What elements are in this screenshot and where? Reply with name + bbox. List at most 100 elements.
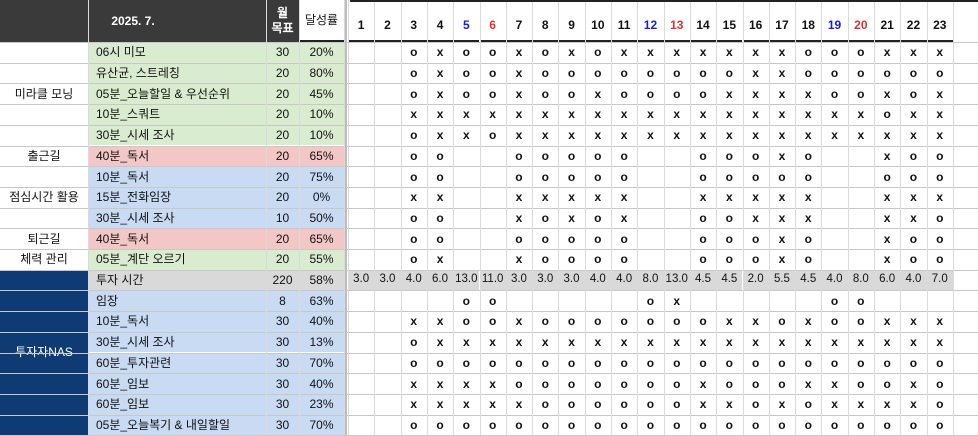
day-mark-cell[interactable]: o <box>611 166 638 187</box>
day-mark-cell[interactable]: o <box>795 62 822 84</box>
day-mark-cell[interactable]: 4.0 <box>821 269 848 291</box>
day-mark-cell[interactable]: o <box>558 352 585 374</box>
day-mark-cell[interactable]: x <box>663 290 690 312</box>
day-mark-cell[interactable]: o <box>400 207 427 229</box>
day-mark-cell[interactable]: 13.0 <box>453 269 480 291</box>
day-mark-cell[interactable]: o <box>611 311 638 332</box>
day-mark-cell[interactable]: x <box>900 207 927 229</box>
day-mark-cell[interactable]: o <box>505 145 533 167</box>
day-mark-cell[interactable]: o <box>532 166 559 187</box>
day-mark-cell[interactable]: x <box>426 124 454 146</box>
day-mark-cell[interactable]: x <box>532 124 559 146</box>
day-mark-cell[interactable]: x <box>689 373 717 394</box>
day-mark-cell[interactable]: 3.0 <box>348 269 375 291</box>
day-mark-cell[interactable]: x <box>505 124 533 146</box>
day-mark-cell[interactable]: x <box>426 393 454 415</box>
day-mark-cell[interactable]: x <box>584 104 611 125</box>
day-mark-cell[interactable]: o <box>400 414 427 436</box>
day-mark-cell[interactable]: x <box>689 393 717 415</box>
day-mark-cell[interactable]: o <box>558 311 585 332</box>
day-mark-cell[interactable]: o <box>689 228 717 249</box>
day-mark-cell[interactable]: 4.0 <box>900 269 927 291</box>
day-mark-cell[interactable] <box>532 290 559 312</box>
day-mark-cell[interactable]: x <box>742 331 769 353</box>
day-mark-cell[interactable]: o <box>505 352 533 374</box>
day-mark-cell[interactable]: x <box>768 331 796 353</box>
day-mark-cell[interactable]: o <box>926 62 953 84</box>
day-mark-cell[interactable] <box>479 145 506 167</box>
day-mark-cell[interactable]: x <box>453 331 480 353</box>
day-mark-cell[interactable] <box>821 249 848 270</box>
day-mark-cell[interactable]: x <box>479 104 506 125</box>
day-mark-cell[interactable] <box>348 228 375 249</box>
day-mark-cell[interactable]: x <box>558 42 585 63</box>
day-mark-cell[interactable]: x <box>611 331 638 353</box>
day-mark-cell[interactable]: x <box>795 104 822 125</box>
day-mark-cell[interactable]: o <box>558 145 585 167</box>
day-mark-cell[interactable] <box>348 124 375 146</box>
day-mark-cell[interactable]: x <box>900 331 927 353</box>
day-mark-cell[interactable]: x <box>795 331 822 353</box>
day-mark-cell[interactable]: x <box>400 393 427 415</box>
day-mark-cell[interactable] <box>374 331 401 353</box>
day-mark-cell[interactable]: x <box>505 311 533 332</box>
day-mark-cell[interactable]: o <box>584 207 611 229</box>
day-mark-cell[interactable]: o <box>768 414 796 436</box>
day-mark-cell[interactable]: x <box>874 228 901 249</box>
day-mark-cell[interactable]: x <box>663 124 690 146</box>
day-mark-cell[interactable]: o <box>795 166 822 187</box>
day-mark-cell[interactable]: x <box>795 83 822 105</box>
day-mark-cell[interactable]: x <box>400 104 427 125</box>
day-mark-cell[interactable]: o <box>426 228 454 249</box>
day-mark-cell[interactable] <box>374 104 401 125</box>
day-mark-cell[interactable] <box>348 104 375 125</box>
day-mark-cell[interactable]: o <box>742 414 769 436</box>
day-mark-cell[interactable]: x <box>689 186 717 208</box>
day-mark-cell[interactable]: o <box>584 352 611 374</box>
day-mark-cell[interactable]: x <box>689 42 717 63</box>
day-mark-cell[interactable] <box>821 207 848 229</box>
day-mark-cell[interactable]: o <box>584 228 611 249</box>
day-mark-cell[interactable]: x <box>558 207 585 229</box>
day-mark-cell[interactable]: o <box>821 414 848 436</box>
day-mark-cell[interactable]: o <box>847 62 874 84</box>
day-mark-cell[interactable]: o <box>505 166 533 187</box>
day-mark-cell[interactable] <box>821 186 848 208</box>
day-mark-cell[interactable] <box>374 373 401 394</box>
day-mark-cell[interactable] <box>348 166 375 187</box>
day-mark-cell[interactable]: x <box>426 373 454 394</box>
day-mark-cell[interactable]: o <box>663 311 690 332</box>
day-mark-cell[interactable]: x <box>716 393 743 415</box>
day-mark-cell[interactable] <box>374 393 401 415</box>
day-mark-cell[interactable]: o <box>742 393 769 415</box>
day-mark-cell[interactable] <box>453 228 480 249</box>
day-mark-cell[interactable]: o <box>637 83 664 105</box>
day-mark-cell[interactable]: x <box>716 42 743 63</box>
day-mark-cell[interactable]: o <box>532 373 559 394</box>
day-mark-cell[interactable]: 8.0 <box>637 269 664 291</box>
day-mark-cell[interactable] <box>348 393 375 415</box>
day-mark-cell[interactable]: x <box>532 331 559 353</box>
day-mark-cell[interactable]: o <box>795 249 822 270</box>
day-mark-cell[interactable]: x <box>716 104 743 125</box>
day-mark-cell[interactable]: o <box>426 414 454 436</box>
day-mark-cell[interactable] <box>821 228 848 249</box>
day-mark-cell[interactable]: x <box>926 104 953 125</box>
day-mark-cell[interactable]: o <box>768 352 796 374</box>
day-mark-cell[interactable]: x <box>584 331 611 353</box>
day-mark-cell[interactable]: o <box>584 393 611 415</box>
day-mark-cell[interactable]: x <box>637 331 664 353</box>
day-mark-cell[interactable]: o <box>584 42 611 63</box>
day-mark-cell[interactable]: o <box>663 62 690 84</box>
day-mark-cell[interactable] <box>453 186 480 208</box>
day-mark-cell[interactable]: o <box>716 352 743 374</box>
day-mark-cell[interactable]: o <box>768 373 796 394</box>
day-mark-cell[interactable] <box>348 42 375 63</box>
day-mark-cell[interactable] <box>348 186 375 208</box>
day-mark-cell[interactable]: 11.0 <box>479 269 506 291</box>
day-mark-cell[interactable]: 4.5 <box>716 269 743 291</box>
day-mark-cell[interactable]: o <box>900 352 927 374</box>
day-mark-cell[interactable]: o <box>795 414 822 436</box>
day-mark-cell[interactable]: o <box>689 145 717 167</box>
day-mark-cell[interactable]: o <box>795 42 822 63</box>
